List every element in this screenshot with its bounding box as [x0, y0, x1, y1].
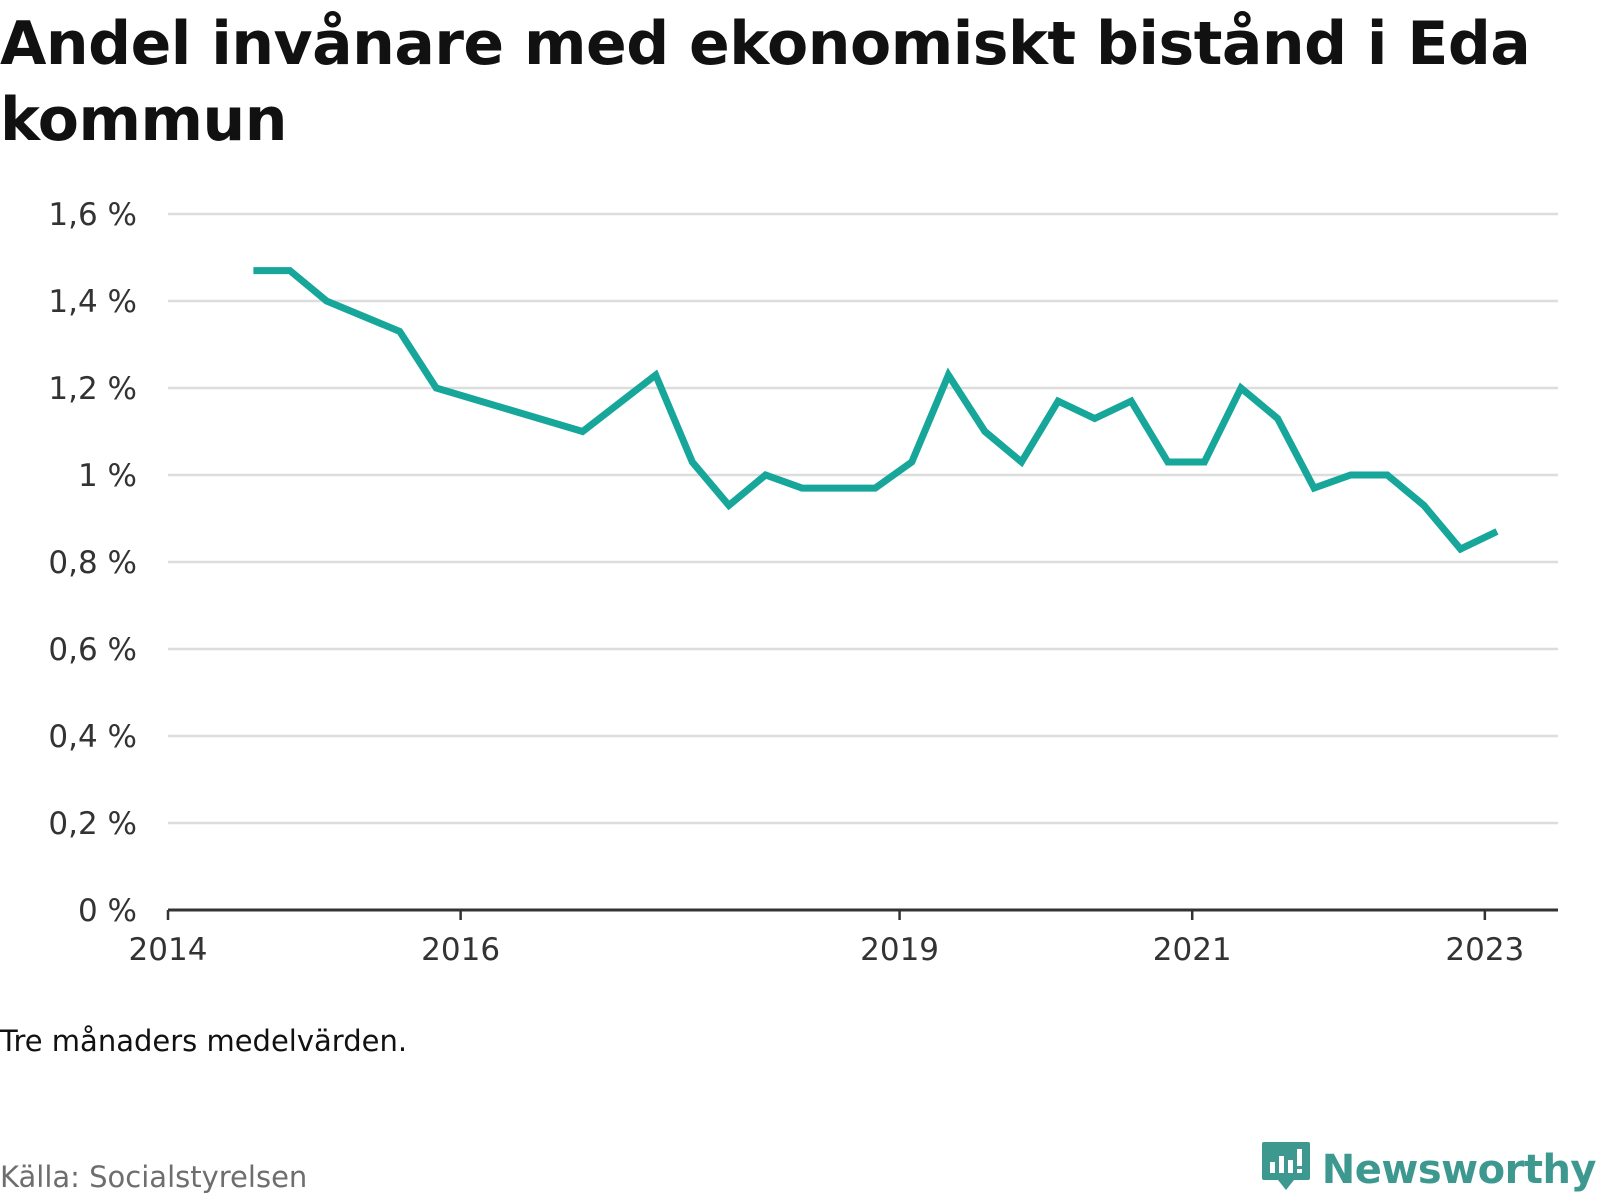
y-tick-label: 1,6 %: [48, 197, 137, 233]
x-tick-label: 2023: [1445, 932, 1524, 968]
data-point: [981, 428, 988, 435]
data-point: [1274, 415, 1281, 422]
line-chart: 0 % 0,2 % 0,4 % 0,6 % 0,8 % 1 % 1,2 % 1,4 % 1,6 …: [48, 197, 1558, 968]
data-point: [1237, 385, 1244, 392]
data-point: [1494, 528, 1501, 535]
data-point: [725, 502, 732, 509]
y-tick-label: 0,8 %: [48, 545, 137, 581]
y-tick-label: 1,4 %: [48, 284, 137, 320]
brand-logo[interactable]: Newsworthy: [1260, 1140, 1597, 1200]
gridlines: [168, 212, 1558, 825]
x-tick-label: 2019: [860, 932, 939, 968]
newsworthy-logo-icon: [1260, 1140, 1312, 1200]
data-point: [872, 485, 879, 492]
data-point: [1347, 472, 1354, 479]
data-point: [1128, 398, 1135, 405]
x-axis-ticks: 2014 2016 2019 2021 2023: [129, 910, 1524, 968]
y-tick-label: 0 %: [78, 893, 137, 929]
data-point: [1091, 415, 1098, 422]
source-label: Källa: Socialstyrelsen: [0, 1160, 308, 1194]
data-point: [1384, 472, 1391, 479]
series-layer: [250, 267, 1501, 554]
data-point: [652, 371, 659, 378]
data-point: [1311, 485, 1318, 492]
data-point: [689, 458, 696, 465]
data-point: [1201, 458, 1208, 465]
data-point: [1457, 545, 1464, 552]
data-point: [945, 371, 952, 378]
x-tick-label: 2016: [421, 932, 500, 968]
data-point: [799, 485, 806, 492]
data-point: [250, 267, 257, 274]
data-point: [433, 385, 440, 392]
brand-name: Newsworthy: [1321, 1147, 1597, 1193]
data-point: [1055, 398, 1062, 405]
y-tick-label: 0,4 %: [48, 719, 137, 755]
data-point: [396, 328, 403, 335]
x-tick-label: 2014: [129, 932, 208, 968]
series-line: [253, 267, 1499, 554]
y-tick-label: 1,2 %: [48, 371, 137, 407]
y-axis-ticks: 0 % 0,2 % 0,4 % 0,6 % 0,8 % 1 % 1,2 % 1,4 % 1,6 …: [48, 197, 137, 929]
data-point: [1018, 458, 1025, 465]
y-tick-label: 1 %: [78, 458, 137, 494]
data-point: [579, 428, 586, 435]
data-point: [908, 458, 915, 465]
data-point: [286, 267, 293, 274]
data-point: [762, 472, 769, 479]
chart-title: Andel invånare med ekonomiskt bistånd i …: [0, 9, 1531, 155]
x-tick-label: 2021: [1153, 932, 1232, 968]
y-tick-label: 0,2 %: [48, 806, 137, 842]
data-point: [323, 298, 330, 305]
y-tick-label: 0,6 %: [48, 632, 137, 668]
data-point: [1164, 458, 1171, 465]
chart-note: Tre månaders medelvärden.: [0, 1024, 408, 1058]
data-point: [1420, 502, 1427, 509]
